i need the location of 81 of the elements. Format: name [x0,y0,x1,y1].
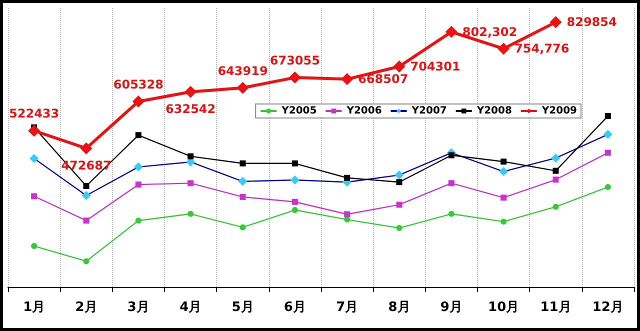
point [344,216,350,223]
point [604,150,611,156]
point [499,167,508,176]
x-tick-label: 11月 [540,300,572,315]
point [448,180,454,186]
point [500,194,507,201]
point [132,95,144,108]
point [31,193,38,200]
point [28,124,40,137]
x-tick-label: 6月 [284,300,306,315]
point [604,113,611,120]
x-tick-label: 1月 [23,300,46,315]
point [396,202,402,208]
x-tick-label: 10月 [488,300,520,315]
point [341,73,354,86]
legend-label: Y2007 [410,106,447,116]
x-tick-label: 9月 [440,300,462,315]
point [500,158,507,165]
point [184,86,197,98]
point [83,258,90,264]
point [445,26,458,38]
point [394,170,404,180]
data-label: 704301 [410,60,460,74]
point [552,176,559,183]
point [551,154,560,163]
point [240,194,246,200]
point [135,132,142,138]
point [134,162,143,172]
x-tick-label: 5月 [232,300,254,315]
point [500,218,507,225]
point [448,152,454,158]
point [550,16,562,28]
point [135,218,142,224]
point [236,82,249,94]
point [292,207,298,214]
data-label: 802,302 [462,24,518,39]
point [31,243,38,250]
point [83,182,90,189]
point [30,154,39,163]
x-tick-label: 8月 [388,300,410,315]
point [552,204,559,210]
point [498,42,510,55]
point [604,184,611,190]
point [135,182,142,188]
point [292,160,298,166]
point [188,210,194,217]
point [552,168,559,174]
data-label: 829854 [566,15,617,30]
point [448,210,454,217]
data-label: 754,776 [514,42,570,56]
point [603,130,612,139]
x-tick-label: 4月 [180,300,202,315]
point [82,191,91,200]
point [290,175,300,184]
point [188,180,194,186]
legend-label: Y2006 [346,106,382,116]
point [238,176,248,186]
point [240,224,246,230]
x-tick-label: 7月 [336,300,358,315]
x-tick-label: 2月 [75,300,98,315]
x-tick-label: 3月 [127,300,150,315]
point [292,198,298,205]
data-label: 632542 [166,102,216,116]
data-label: 643919 [218,64,268,78]
point [393,60,406,73]
point [80,142,92,154]
point [188,153,194,160]
legend-label: Y2005 [280,106,317,116]
data-label: 522433 [9,106,60,121]
legend-label: Y2009 [540,106,578,116]
point [344,211,350,218]
point [344,174,350,181]
legend-label: Y2008 [476,106,512,116]
x-tick-label: 12月 [592,300,624,315]
point [240,160,246,166]
point [396,225,402,232]
point [288,72,301,84]
data-label: 605328 [113,77,164,92]
data-label: 673055 [270,54,320,68]
point [83,218,90,224]
point [396,179,402,186]
